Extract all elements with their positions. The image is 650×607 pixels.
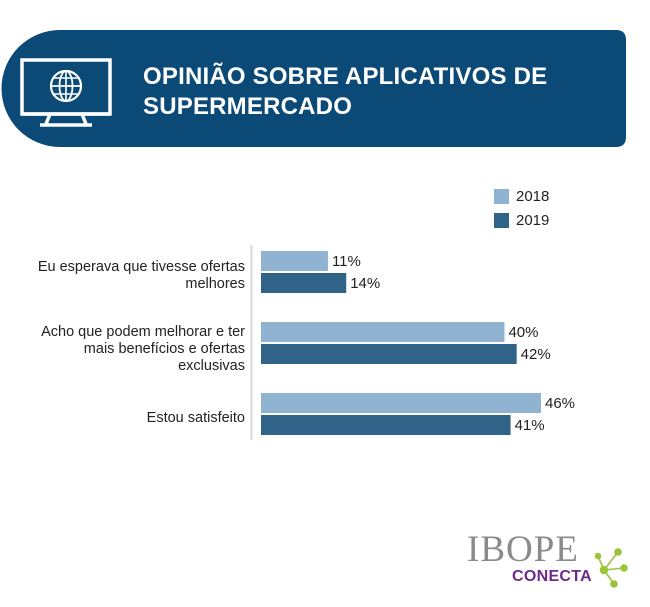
legend-item-2018: 2018 (494, 185, 549, 207)
category-label-melhorar: Acho que podem melhorar e ter mais benef… (41, 324, 245, 374)
monitor-globe-icon (17, 41, 113, 136)
bar-2019-cat-2 (261, 415, 511, 435)
bar-2018-cat-2 (261, 393, 541, 413)
data-label-2018-cat-2: 46% (545, 395, 575, 412)
legend-label-2018: 2018 (516, 187, 550, 205)
bar-2019-cat-1 (261, 344, 517, 364)
data-label-2019-cat-0: 14% (350, 275, 380, 292)
legend-item-2019: 2019 (494, 209, 549, 231)
category-label-ofertas: Eu esperava que tivesse ofertas melhores (37, 259, 245, 292)
data-label-2019-cat-2: 41% (515, 417, 545, 434)
category-label-satisfeito: Estou satisfeito (146, 410, 245, 426)
legend-label-2019: 2019 (516, 211, 550, 229)
legend-swatch-2019 (494, 212, 509, 228)
chart-legend: 2018 2019 (494, 185, 549, 233)
title-banner (1, 30, 626, 147)
data-label-2019-cat-1: 42% (521, 346, 551, 363)
legend-swatch-2018 (494, 188, 509, 204)
bar-2018-cat-0 (261, 251, 328, 271)
data-label-2018-cat-0: 11% (332, 253, 361, 270)
page-title: OPINIÃO SOBRE APLICATIVOS DE SUPERMERCAD… (143, 63, 548, 120)
bar-2018-cat-1 (261, 322, 505, 342)
bar-2019-cat-0 (261, 273, 347, 293)
data-label-2018-cat-1: 40% (508, 324, 538, 341)
